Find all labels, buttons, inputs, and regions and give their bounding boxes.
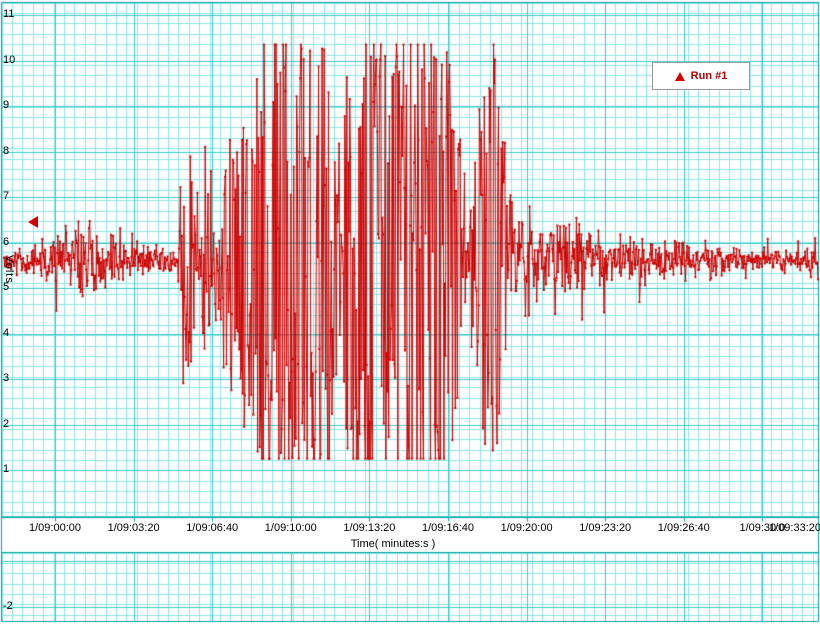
series-marker-triangle-icon bbox=[674, 71, 685, 81]
legend-series-label: Run #1 bbox=[690, 70, 728, 82]
y-axis-title: Volts bbox=[3, 255, 15, 284]
y-axis-cursor-icon[interactable] bbox=[28, 216, 38, 228]
x-axis-title: Time( minutes:s ) bbox=[350, 538, 436, 550]
legend[interactable]: Run #1 bbox=[652, 62, 750, 90]
